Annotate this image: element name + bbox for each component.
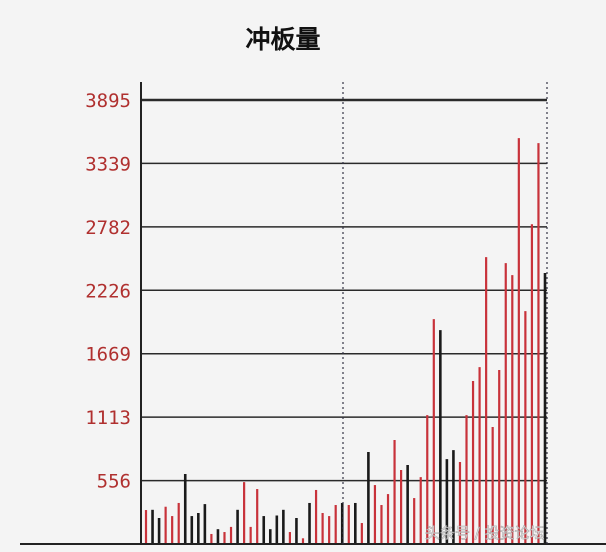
y-tick-label: 1113 [85,407,131,429]
chart-title: 冲板量 [245,25,320,54]
y-tick-label: 3339 [85,153,131,175]
y-tick-label: 556 [97,471,131,493]
y-tick-label: 2782 [85,217,131,239]
y-tick-label: 3895 [85,90,131,112]
y-tick-label: 2226 [85,280,131,302]
watermark: 头条号 / 投资论坛 [425,524,545,542]
y-tick-label: 1669 [85,344,131,366]
